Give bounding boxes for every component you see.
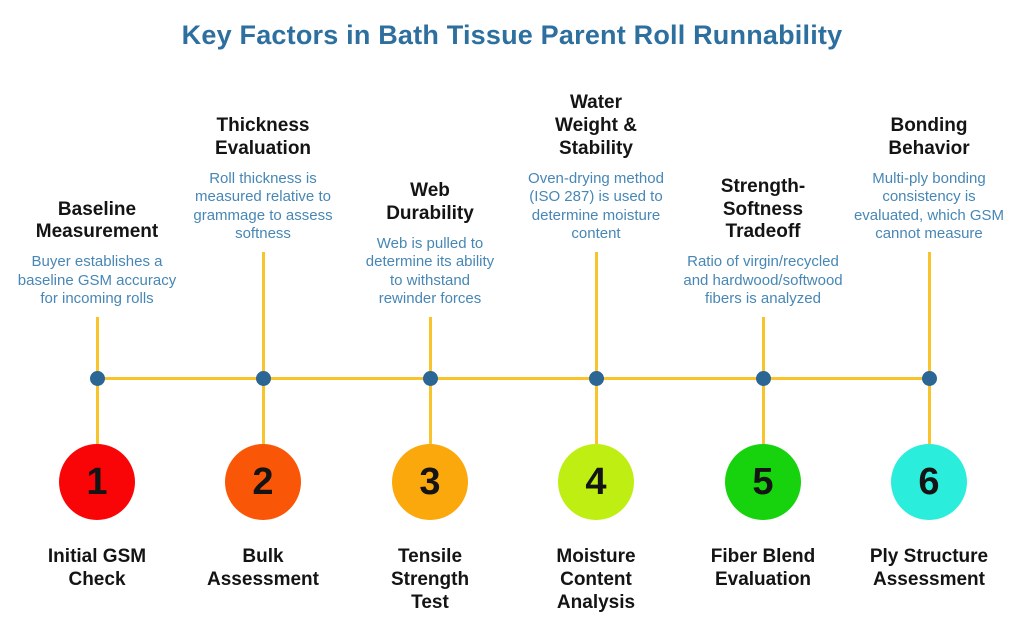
factor-upper-block: Strength- Softness Tradeoff Ratio of vir… [680,0,846,377]
timeline-line [97,377,929,380]
connector-stem-top [594,252,598,377]
page-title: Key Factors in Bath Tissue Parent Roll R… [181,20,843,50]
timeline-dot [755,371,771,386]
step-circle: 5 [725,444,801,520]
step-number: 3 [419,460,441,503]
factor-description: Oven-drying method (ISO 287) is used to … [528,169,664,243]
factor-description: Multi-ply bonding consistency is evaluat… [853,169,1005,243]
factor-label: Moisture Content Analysis [556,546,636,614]
factor-label: Tensile Strength Test [390,546,470,614]
timeline-dot [588,371,604,386]
connector-stem-top [927,252,931,377]
step-number: 6 [918,460,940,503]
timeline-dot [255,371,271,386]
factor-description: Roll thickness is measured relative to g… [193,169,333,243]
factor-column-5: Strength- Softness Tradeoff Ratio of vir… [680,0,846,630]
factor-column-1: Baseline Measurement Buyer establishes a… [14,0,180,630]
factor-upper-block: Baseline Measurement Buyer establishes a… [14,0,180,377]
factor-column-3: Web Durability Web is pulled to determin… [347,0,513,630]
factor-column-2: Thickness Evaluation Roll thickness is m… [180,0,346,630]
factor-heading: Strength- Softness Tradeoff [720,175,806,243]
step-number: 2 [252,460,274,503]
factor-heading: Web Durability [386,180,474,224]
factor-heading: Baseline Measurement [35,198,159,243]
connector-stem-bottom [761,377,765,444]
connector-stem-top [761,317,765,377]
factor-column-6: Bonding Behavior Multi-ply bonding consi… [846,0,1012,630]
step-number: 5 [752,460,774,503]
timeline-dot [921,371,937,386]
step-number: 4 [585,460,607,503]
connector-stem-top [428,317,432,377]
connector-stem-bottom [428,377,432,444]
factor-upper-block: Water Weight & Stability Oven-drying met… [513,0,679,377]
factor-upper-block: Web Durability Web is pulled to determin… [347,0,513,377]
connector-stem-bottom [261,377,265,444]
step-circle: 6 [891,444,967,520]
factor-description: Buyer establishes a baseline GSM accurac… [17,253,177,308]
factor-description: Ratio of virgin/recycled and hardwood/so… [683,253,843,308]
timeline-dot [89,371,105,386]
connector-stem-top [261,252,265,377]
step-circle: 2 [225,444,301,520]
connector-stem-top [95,317,99,377]
factor-heading: Bonding Behavior [888,115,970,159]
step-circle: 4 [558,444,634,520]
factor-upper-block: Bonding Behavior Multi-ply bonding consi… [846,0,1012,377]
step-circle: 1 [59,444,135,520]
timeline-dot [422,371,438,386]
connector-stem-bottom [594,377,598,444]
connector-stem-bottom [927,377,931,444]
factor-label: Ply Structure Assessment [869,546,989,591]
factor-label: Bulk Assessment [207,546,319,591]
factor-description: Web is pulled to determine its ability t… [365,234,495,308]
step-circle: 3 [392,444,468,520]
factor-column-4: Water Weight & Stability Oven-drying met… [513,0,679,630]
factor-label: Fiber Blend Evaluation [710,546,816,591]
factor-label: Initial GSM Check [47,546,147,591]
factor-heading: Thickness Evaluation [214,115,312,159]
connector-stem-bottom [95,377,99,444]
step-number: 1 [86,460,108,503]
factor-heading: Water Weight & Stability [555,92,637,159]
factor-upper-block: Thickness Evaluation Roll thickness is m… [180,0,346,377]
